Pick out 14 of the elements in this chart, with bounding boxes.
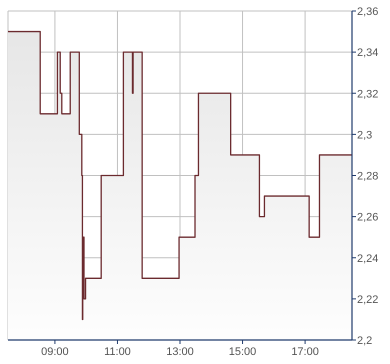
x-tick-label: 13:00	[166, 346, 194, 358]
y-tick-label: 2,34	[357, 47, 378, 60]
x-tick-label: 15:00	[228, 346, 256, 358]
y-tick-label: 2,28	[357, 170, 378, 182]
y-tick-label: 2,36	[357, 6, 378, 18]
y-tick-label: 2,26	[357, 212, 378, 224]
y-tick-label: 2,32	[357, 88, 378, 100]
x-tick-label: 17:00	[291, 346, 319, 358]
y-tick-label: 2,3	[357, 129, 372, 142]
x-tick-label: 09:00	[41, 346, 69, 358]
y-tick-label: 2,24	[357, 252, 378, 265]
y-tick-label: 2,2	[357, 335, 372, 347]
y-tick-label: 2,22	[357, 294, 378, 306]
x-tick-label: 11:00	[104, 346, 131, 358]
